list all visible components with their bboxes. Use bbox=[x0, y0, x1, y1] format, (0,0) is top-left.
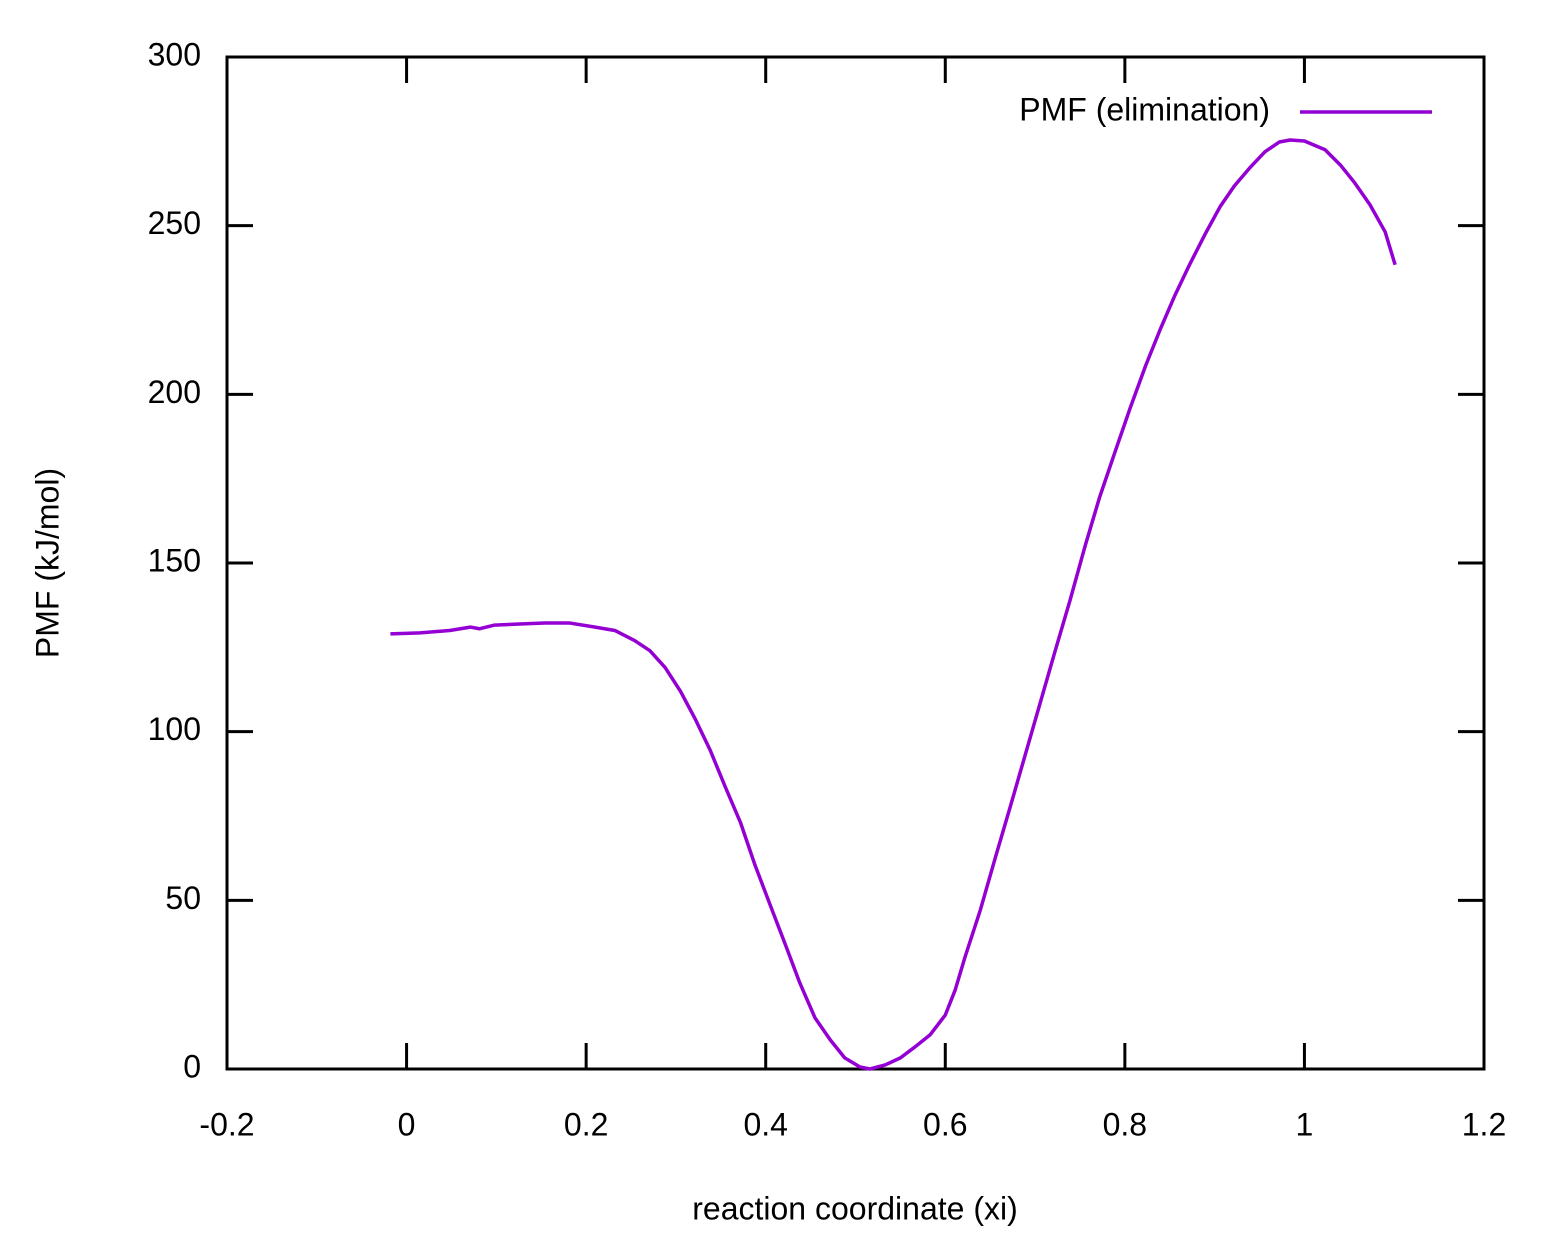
y-tick-label: 100 bbox=[148, 711, 201, 747]
y-tick-label: 150 bbox=[148, 542, 201, 578]
y-tick-label: 250 bbox=[148, 205, 201, 241]
x-axis-label: reaction coordinate (xi) bbox=[692, 1190, 1017, 1226]
x-tick-label: -0.2 bbox=[199, 1106, 254, 1142]
data-line bbox=[390, 138, 1397, 1071]
x-tick-label: 0.8 bbox=[1103, 1106, 1147, 1142]
legend-label: PMF (elimination) bbox=[1019, 91, 1270, 127]
x-tick-label: 1 bbox=[1296, 1106, 1314, 1142]
y-tick-label: 200 bbox=[148, 374, 201, 410]
plot-border bbox=[225, 55, 1486, 1071]
x-tick-label: 0.6 bbox=[923, 1106, 967, 1142]
x-tick-label: 0 bbox=[398, 1106, 416, 1142]
y-tick-label: 50 bbox=[165, 880, 201, 916]
x-tick-label: 1.2 bbox=[1462, 1106, 1506, 1142]
x-tick-label: 0.4 bbox=[743, 1106, 787, 1142]
y-tick-label: 0 bbox=[183, 1048, 201, 1084]
x-tick-label: 0.2 bbox=[564, 1106, 608, 1142]
y-tick-label: 300 bbox=[148, 36, 201, 72]
y-axis-label: PMF (kJ/mol) bbox=[29, 468, 65, 658]
